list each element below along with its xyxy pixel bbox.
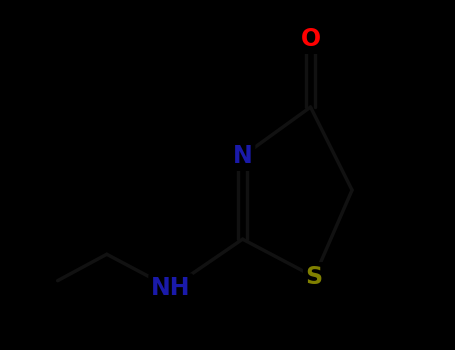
Text: S: S [306,265,323,289]
Text: O: O [300,27,321,51]
Text: N: N [233,144,253,168]
Text: NH: NH [151,276,191,300]
